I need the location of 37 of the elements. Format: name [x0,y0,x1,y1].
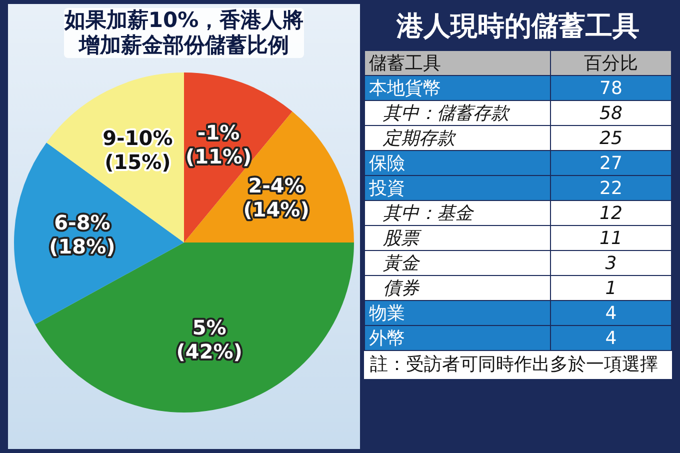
text: 港人現時的儲蓄工具 [395,10,640,44]
text: 註：受訪者可同時作出多於一項選擇 [364,351,672,379]
data-label: 78 [550,76,672,100]
text: 百分比 [550,50,672,76]
data-label: (18%) [49,234,116,258]
data-label: 25 [550,126,672,150]
data-label: 4 [550,326,672,350]
slice-label: -1% [197,120,240,145]
category-label: 債券 [364,276,550,300]
slice-label: 5% [192,316,226,340]
data-label: 11 [550,226,672,250]
category-label: 物業 [364,300,550,326]
category-label: 黃金 [364,250,550,276]
slice-label: 2-4% [248,173,304,198]
data-label: 27 [550,150,672,176]
data-label: 1 [550,276,672,300]
category-label: 保險 [364,150,550,176]
slice-label: 6-8% [54,210,110,234]
text: 儲蓄工具 [364,50,550,76]
category-label: 外幣 [364,326,550,350]
data-label: 22 [550,176,672,200]
category-label: 投資 [364,176,550,200]
data-label: 12 [550,200,672,226]
data-label: 58 [550,100,672,126]
category-label: 其中：基金 [364,200,550,226]
slice-label: 9-10% [102,126,173,150]
data-label: (14%) [243,197,310,222]
category-label: 股票 [364,226,550,250]
data-label: (11%) [185,144,252,169]
data-label: 3 [550,250,672,276]
data-label: (15%) [104,150,171,174]
category-label: 定期存款 [364,126,550,150]
data-label: (42%) [176,340,242,364]
chart-title: 如果加薪10%，香港人將增加薪金部份儲蓄比例 [64,8,304,58]
data-label: 4 [550,300,672,326]
category-label: 本地貨幣 [364,76,550,100]
category-label: 其中：儲蓄存款 [364,100,550,126]
